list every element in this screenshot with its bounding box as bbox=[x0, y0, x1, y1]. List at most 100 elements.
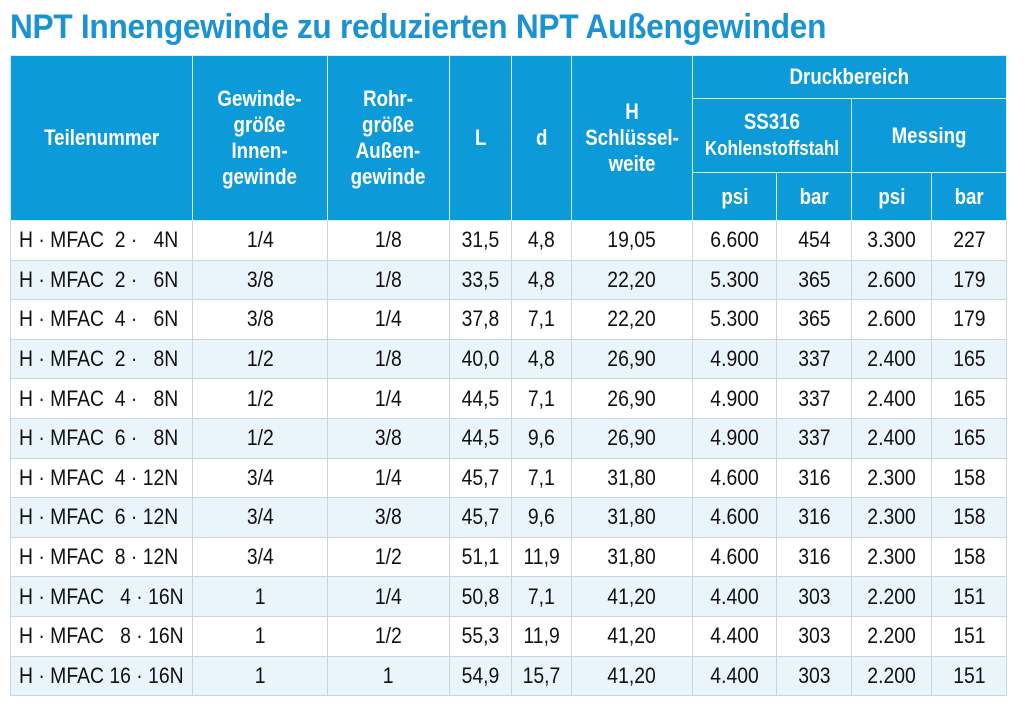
cell-diameter-d: 4,8 bbox=[511, 338, 572, 380]
cell-pipe-size: 1/4 bbox=[327, 576, 450, 617]
cell-ss-bar: 337 bbox=[776, 417, 852, 459]
cell-ss-psi: 4.400 bbox=[692, 615, 777, 657]
cell-brass-bar: 179 bbox=[931, 259, 1007, 301]
cell-thread-size: 1 bbox=[192, 615, 328, 657]
table-row: H · MFAC 2 · 6N 3/8 1/8 33,5 4,8 22,20 5.300 36… bbox=[10, 259, 1007, 301]
cell-wrench-size-H: 26,90 bbox=[571, 378, 693, 419]
cell-thread-size: 1/2 bbox=[192, 378, 328, 419]
cell-wrench-size-H: 19,05 bbox=[571, 220, 693, 261]
header-brass-bar: bar bbox=[931, 172, 1007, 221]
cell-diameter-d: 11,9 bbox=[511, 536, 572, 578]
cell-brass-bar: 158 bbox=[931, 536, 1007, 578]
cell-brass-bar: 165 bbox=[931, 378, 1007, 419]
cell-length-L: 31,5 bbox=[449, 220, 512, 261]
cell-brass-psi: 2.400 bbox=[851, 338, 932, 380]
table-row: H · MFAC 16 · 16N 1 1 54,9 15,7 41,20 4.400 303… bbox=[10, 655, 1007, 697]
page-title: NPT Innengewinde zu reduzierten NPT Auße… bbox=[10, 8, 827, 46]
cell-brass-bar: 165 bbox=[931, 417, 1007, 459]
cell-ss-psi: 4.600 bbox=[692, 536, 777, 578]
cell-ss-psi: 4.400 bbox=[692, 655, 777, 697]
cell-length-L: 37,8 bbox=[449, 299, 512, 340]
cell-brass-psi: 2.200 bbox=[851, 576, 932, 617]
cell-pipe-size: 1/8 bbox=[327, 220, 450, 261]
cell-pipe-size: 1/8 bbox=[327, 338, 450, 380]
cell-diameter-d: 7,1 bbox=[511, 576, 572, 617]
cell-ss-psi: 6.600 bbox=[692, 220, 777, 261]
cell-diameter-d: 4,8 bbox=[511, 259, 572, 301]
cell-diameter-d: 15,7 bbox=[511, 655, 572, 697]
cell-thread-size: 3/4 bbox=[192, 457, 328, 499]
cell-part-number: H · MFAC 2 · 6N bbox=[10, 259, 193, 301]
cell-brass-psi: 2.300 bbox=[851, 536, 932, 578]
table-row: H · MFAC 6 · 12N 3/4 3/8 45,7 9,6 31,80 4.600 3… bbox=[10, 497, 1007, 538]
header-ss-bar: bar bbox=[776, 172, 852, 221]
cell-brass-bar: 151 bbox=[931, 615, 1007, 657]
cell-ss-bar: 365 bbox=[776, 299, 852, 340]
cell-pipe-size: 1 bbox=[327, 655, 450, 697]
cell-diameter-d: 7,1 bbox=[511, 378, 572, 419]
cell-brass-bar: 158 bbox=[931, 497, 1007, 538]
cell-pipe-size: 1/4 bbox=[327, 378, 450, 419]
cell-ss-bar: 454 bbox=[776, 220, 852, 261]
cell-part-number: H · MFAC 2 · 8N bbox=[10, 338, 193, 380]
cell-length-L: 44,5 bbox=[449, 378, 512, 419]
cell-brass-psi: 2.400 bbox=[851, 417, 932, 459]
cell-brass-psi: 2.600 bbox=[851, 259, 932, 301]
cell-thread-size: 1/2 bbox=[192, 338, 328, 380]
cell-thread-size: 1/4 bbox=[192, 220, 328, 261]
cell-thread-size: 3/8 bbox=[192, 299, 328, 340]
cell-part-number: H · MFAC 2 · 4N bbox=[10, 220, 193, 261]
cell-wrench-size-H: 41,20 bbox=[571, 576, 693, 617]
cell-pipe-size: 1/4 bbox=[327, 457, 450, 499]
cell-wrench-size-H: 26,90 bbox=[571, 338, 693, 380]
cell-part-number: H · MFAC 4 · 12N bbox=[10, 457, 193, 499]
cell-ss-psi: 5.300 bbox=[692, 259, 777, 301]
cell-length-L: 40,0 bbox=[449, 338, 512, 380]
table-row: H · MFAC 2 · 8N 1/2 1/8 40,0 4,8 26,90 4.900 33… bbox=[10, 338, 1007, 380]
cell-wrench-size-H: 26,90 bbox=[571, 417, 693, 459]
cell-brass-bar: 227 bbox=[931, 220, 1007, 261]
cell-brass-psi: 2.300 bbox=[851, 497, 932, 538]
cell-thread-size: 1 bbox=[192, 655, 328, 697]
cell-ss-psi: 4.900 bbox=[692, 378, 777, 419]
table-row: H · MFAC 4 · 8N 1/2 1/4 44,5 7,1 26,90 4.900 33… bbox=[10, 378, 1007, 419]
cell-brass-bar: 165 bbox=[931, 338, 1007, 380]
cell-wrench-size-H: 22,20 bbox=[571, 259, 693, 301]
cell-length-L: 54,9 bbox=[449, 655, 512, 697]
cell-ss-bar: 337 bbox=[776, 338, 852, 380]
cell-part-number: H · MFAC 6 · 12N bbox=[10, 497, 193, 538]
cell-diameter-d: 11,9 bbox=[511, 615, 572, 657]
cell-pipe-size: 1/2 bbox=[327, 615, 450, 657]
cell-wrench-size-H: 31,80 bbox=[571, 497, 693, 538]
header-wrench-size: H Schlüssel-weite bbox=[571, 55, 693, 221]
header-thread-size: Gewinde-größe Innen-gewinde bbox=[192, 55, 328, 221]
cell-ss-bar: 303 bbox=[776, 615, 852, 657]
cell-length-L: 44,5 bbox=[449, 417, 512, 459]
cell-pipe-size: 1/4 bbox=[327, 299, 450, 340]
cell-brass-bar: 151 bbox=[931, 576, 1007, 617]
cell-ss-bar: 316 bbox=[776, 457, 852, 499]
table-row: H · MFAC 4 · 12N 3/4 1/4 45,7 7,1 31,80 4.600 3… bbox=[10, 457, 1007, 499]
cell-ss-bar: 316 bbox=[776, 536, 852, 578]
cell-ss-psi: 4.900 bbox=[692, 338, 777, 380]
cell-brass-bar: 179 bbox=[931, 299, 1007, 340]
cell-length-L: 45,7 bbox=[449, 497, 512, 538]
cell-brass-bar: 151 bbox=[931, 655, 1007, 697]
header-d: d bbox=[511, 55, 572, 221]
npt-fittings-table: Teilenummer Gewinde-größe Innen-gewinde R… bbox=[10, 55, 1007, 697]
cell-thread-size: 3/4 bbox=[192, 536, 328, 578]
cell-pipe-size: 3/8 bbox=[327, 497, 450, 538]
cell-thread-size: 3/4 bbox=[192, 497, 328, 538]
header-pipe-size: Rohr-größe Außen-gewinde bbox=[327, 55, 450, 221]
table-row: H · MFAC 4 · 6N 3/8 1/4 37,8 7,1 22,20 5.300 36… bbox=[10, 299, 1007, 340]
cell-ss-bar: 316 bbox=[776, 497, 852, 538]
table-row: H · MFAC 8 · 16N 1 1/2 55,3 11,9 41,20 4.400 30… bbox=[10, 615, 1007, 657]
cell-part-number: H · MFAC 4 · 8N bbox=[10, 378, 193, 419]
cell-pipe-size: 3/8 bbox=[327, 417, 450, 459]
cell-wrench-size-H: 22,20 bbox=[571, 299, 693, 340]
cell-wrench-size-H: 31,80 bbox=[571, 536, 693, 578]
cell-part-number: H · MFAC 4 · 16N bbox=[10, 576, 193, 617]
header-part-number: Teilenummer bbox=[10, 55, 193, 221]
cell-diameter-d: 9,6 bbox=[511, 497, 572, 538]
table-row: H · MFAC 4 · 16N 1 1/4 50,8 7,1 41,20 4.400 303… bbox=[10, 576, 1007, 617]
